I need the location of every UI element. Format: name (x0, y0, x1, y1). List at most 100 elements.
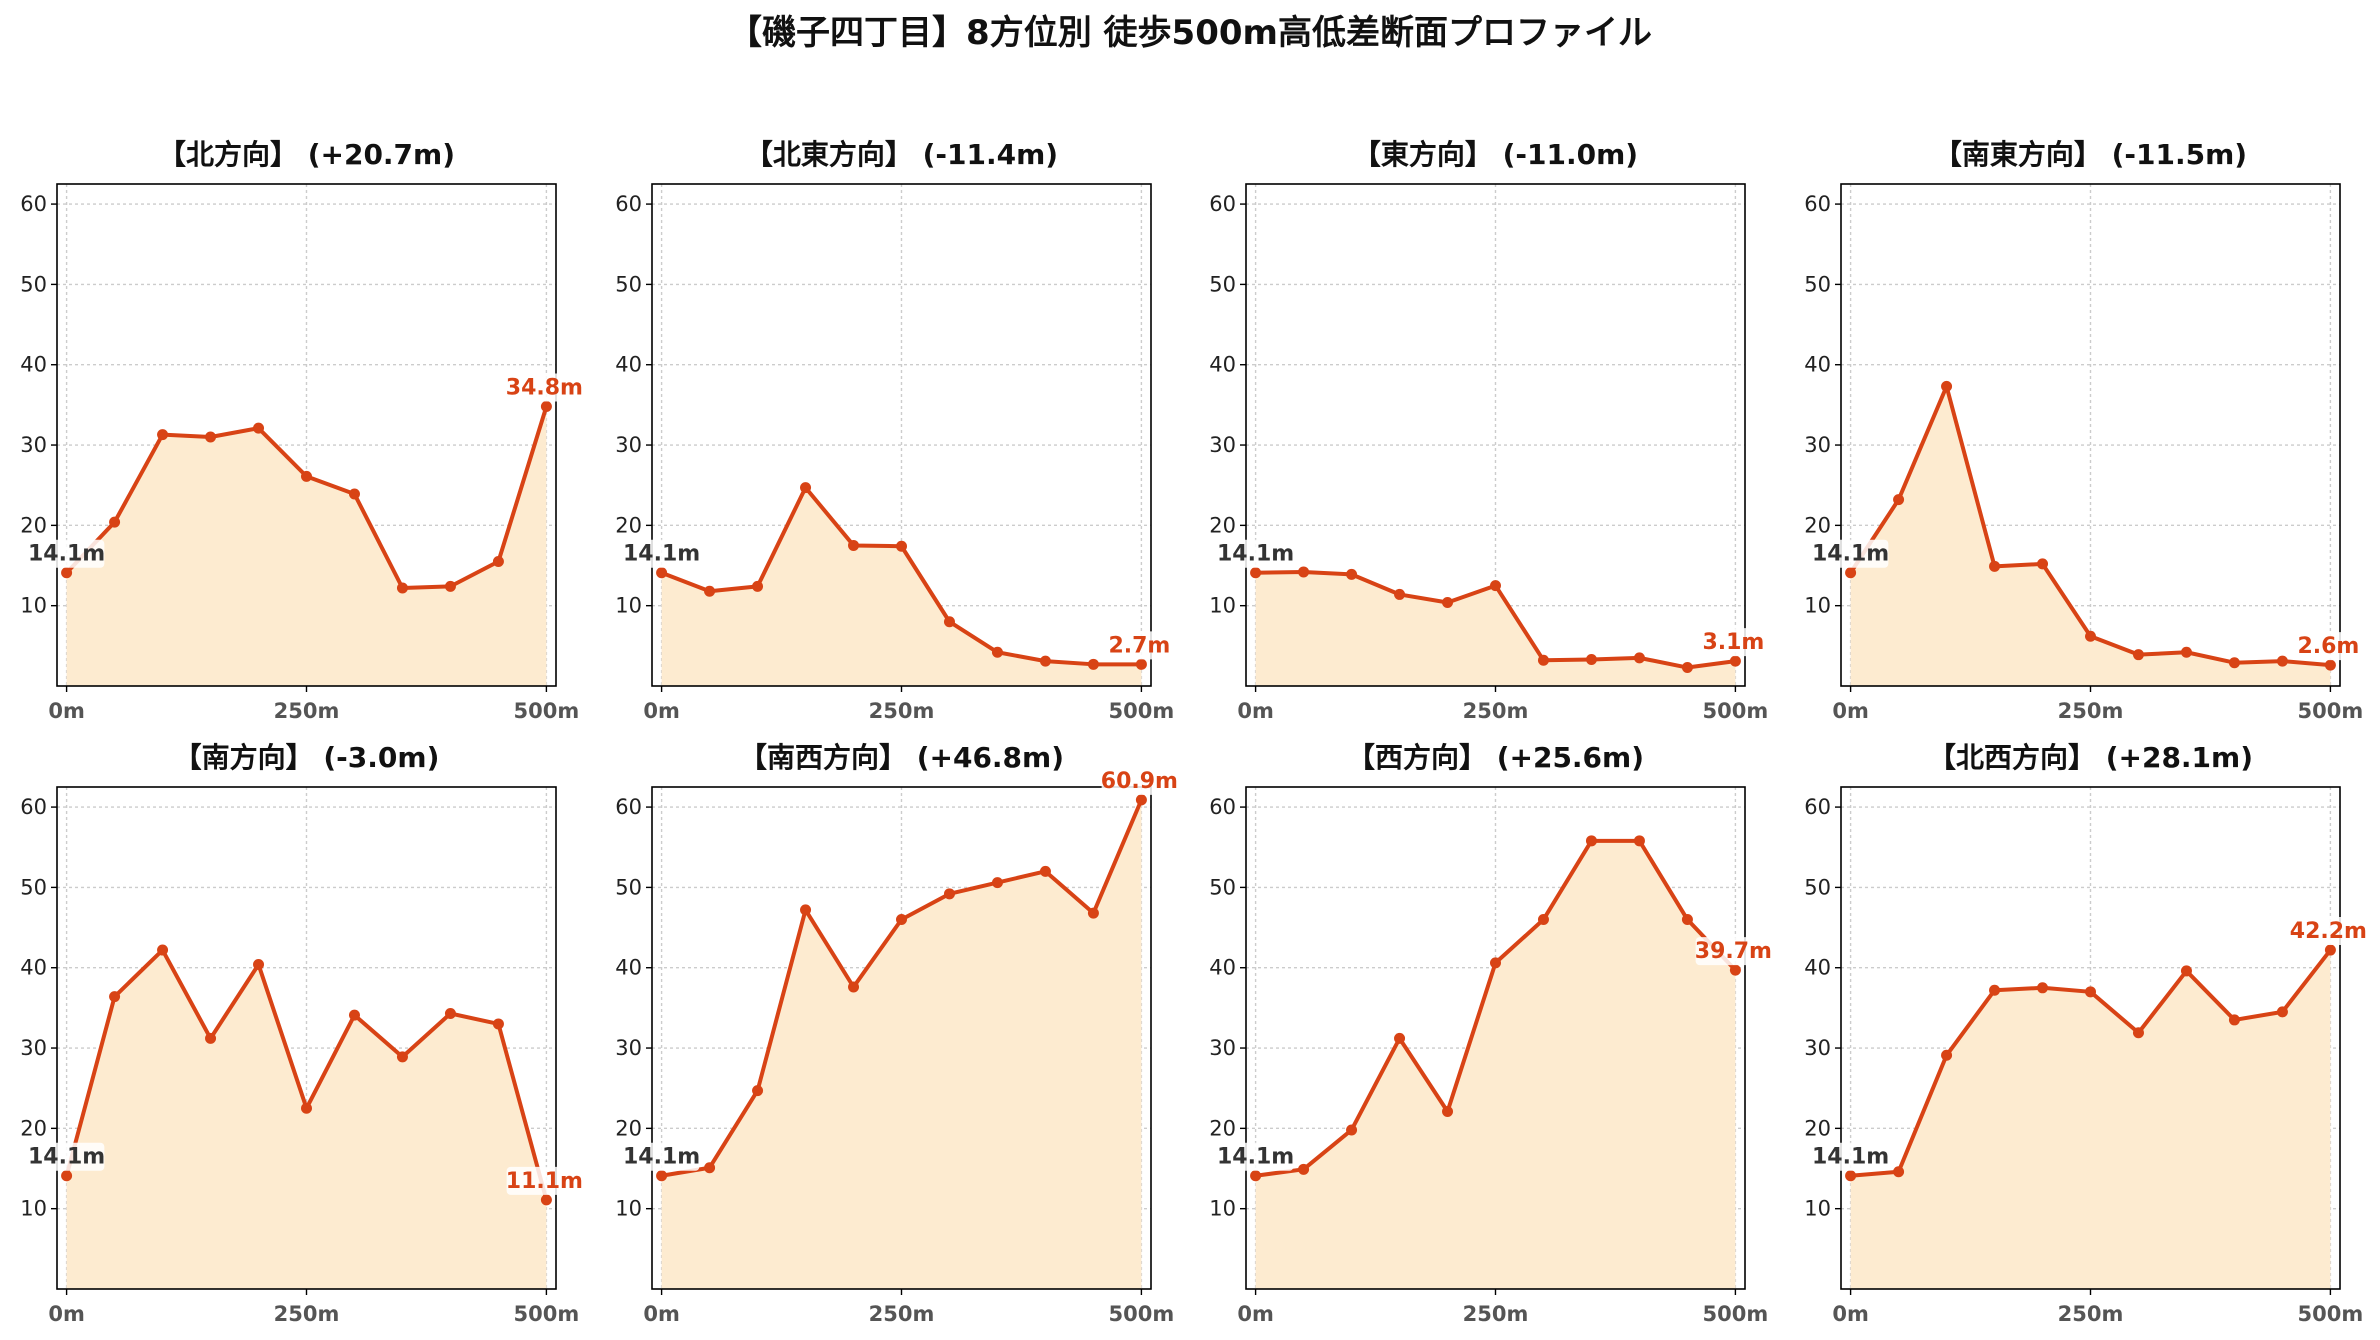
data-point (444, 1008, 456, 1020)
data-point (1681, 662, 1693, 674)
panel-title: 【北東方向】 (-11.4m) (745, 138, 1058, 171)
x-tick-label: 250m (2058, 1302, 2124, 1326)
y-tick-label: 60 (1209, 795, 1236, 819)
chart-panel-8: 【北西方向】 (+28.1m) 10 20 30 40 50 60 0m 250m 500m 14.… (1804, 741, 2367, 1326)
y-tick-label: 50 (20, 272, 47, 296)
data-point (2324, 944, 2336, 956)
data-point (396, 1051, 408, 1063)
data-point (1845, 1170, 1857, 1182)
x-tick-label: 500m (1703, 699, 1769, 723)
data-point (1250, 1170, 1262, 1182)
start-value-label-bg (1812, 1142, 1889, 1171)
area-fill (66, 950, 547, 1289)
data-point (1537, 914, 1549, 926)
data-point (1039, 655, 1051, 667)
end-value-label: 42.2m (2290, 919, 2367, 944)
plot-frame (56, 786, 557, 1290)
y-tick-label: 60 (1804, 192, 1831, 216)
data-point (2085, 986, 2096, 998)
data-point (848, 539, 860, 551)
data-point (253, 959, 265, 971)
data-point (1989, 984, 2001, 996)
y-tick-label: 40 (20, 353, 47, 377)
y-tick-label: 40 (1209, 353, 1236, 377)
y-tick-label: 10 (1209, 594, 1236, 618)
data-point (1585, 835, 1597, 847)
y-tick-label: 10 (1209, 1197, 1236, 1221)
panel-title: 【西方向】 (+25.6m) (1347, 741, 1644, 774)
end-value-label-bg (506, 1166, 583, 1195)
chart-panel-3: 【東方向】 (-11.0m) 10 20 30 40 50 60 0m 250m 500m 14.1… (1209, 138, 1768, 723)
y-tick-label: 60 (20, 795, 47, 819)
y-tick-label: 30 (1804, 1036, 1831, 1060)
data-point (1087, 907, 1099, 919)
start-value-label: 14.1m (1812, 1145, 1889, 1170)
data-point (943, 888, 955, 900)
data-point (2132, 649, 2144, 661)
start-value-label-bg (1217, 539, 1294, 568)
y-tick-label: 30 (615, 433, 642, 457)
y-tick-label: 50 (1804, 875, 1831, 899)
chart-panel-2: 【北東方向】 (-11.4m) 10 20 30 40 50 60 0m 250m 500m 14.… (615, 138, 1174, 723)
panel-title: 【東方向】 (-11.0m) (1353, 138, 1638, 171)
data-point (896, 540, 907, 552)
data-point (348, 488, 360, 500)
data-point (2228, 1014, 2240, 1026)
y-tick-label: 20 (1209, 513, 1236, 537)
y-tick-label: 60 (615, 795, 642, 819)
y-tick-label: 50 (615, 875, 642, 899)
y-tick-label: 10 (1804, 1197, 1831, 1221)
x-tick-label: 0m (1832, 1302, 1869, 1326)
y-tick-label: 10 (20, 1197, 47, 1221)
x-tick-label: 250m (1463, 699, 1529, 723)
y-tick-label: 10 (615, 1197, 642, 1221)
start-value-label-bg (623, 539, 700, 568)
data-point (991, 646, 1003, 658)
x-tick-label: 500m (2298, 1302, 2364, 1326)
y-tick-label: 30 (615, 1036, 642, 1060)
data-point (109, 991, 121, 1003)
data-point (1135, 794, 1147, 806)
x-tick-label: 250m (869, 699, 935, 723)
y-tick-label: 40 (20, 956, 47, 980)
data-point (896, 914, 907, 926)
y-tick-label: 20 (1209, 1116, 1236, 1140)
data-point (109, 516, 121, 528)
data-point (2324, 659, 2336, 671)
data-point (1442, 596, 1454, 608)
data-point (2037, 558, 2049, 570)
data-point (1893, 1166, 1905, 1178)
panel-title: 【南方向】 (-3.0m) (174, 741, 440, 774)
y-tick-label: 40 (1209, 956, 1236, 980)
y-tick-label: 20 (615, 1116, 642, 1140)
x-tick-label: 250m (1463, 1302, 1529, 1326)
start-value-label: 14.1m (623, 1145, 700, 1170)
start-value-label-bg (623, 1142, 700, 1171)
data-point (1633, 652, 1645, 664)
y-tick-label: 40 (1804, 353, 1831, 377)
data-point (348, 1009, 360, 1021)
end-value-label: 2.6m (2297, 634, 2359, 659)
data-point (656, 567, 668, 579)
y-tick-label: 50 (1804, 272, 1831, 296)
chart-panel-6: 【南西方向】 (+46.8m) 10 20 30 40 50 60 0m 250m 500m 14.… (615, 741, 1178, 1326)
y-tick-label: 50 (1209, 875, 1236, 899)
data-point (157, 944, 169, 956)
data-point (1845, 567, 1857, 579)
x-tick-label: 250m (869, 1302, 935, 1326)
y-tick-label: 20 (1804, 1116, 1831, 1140)
data-point (1633, 835, 1645, 847)
data-point (157, 429, 169, 441)
x-tick-label: 500m (514, 1302, 580, 1326)
figure-title: 【磯子四丁目】8方位別 徒歩500m高低差断面プロファイル (728, 13, 1652, 53)
end-value-label-bg (2290, 917, 2367, 946)
data-point (1087, 658, 1099, 670)
data-point (444, 580, 456, 592)
end-value-label: 2.7m (1108, 633, 1170, 658)
plot-frame (1840, 183, 2341, 687)
data-point (1394, 1032, 1406, 1044)
data-point (1585, 653, 1597, 665)
y-tick-label: 10 (20, 594, 47, 618)
end-value-label: 60.9m (1101, 769, 1178, 794)
x-tick-label: 500m (1109, 699, 1175, 723)
